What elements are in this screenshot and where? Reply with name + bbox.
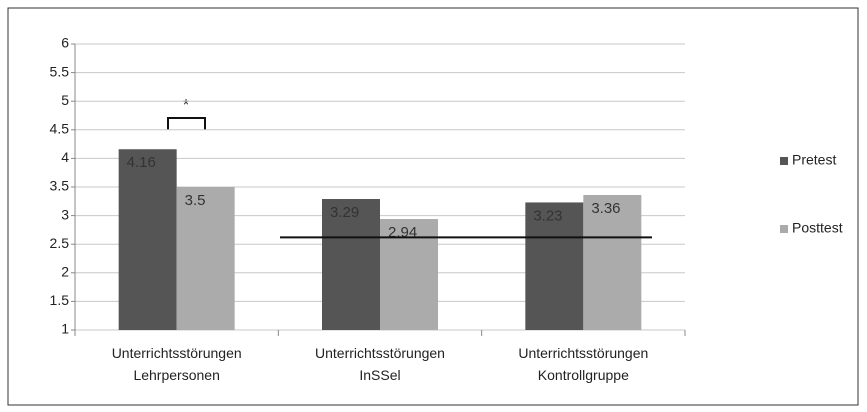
data-label: 3.5 (185, 192, 206, 209)
x-tick-label: Unterrichtsstörungen Kontrollgruppe (518, 345, 648, 383)
significance-bracket (167, 117, 206, 130)
y-tick-label: 6 (61, 35, 69, 51)
x-tick-label-line: Kontrollgruppe (538, 367, 629, 383)
bar (525, 202, 584, 330)
y-tick-label: 2 (61, 264, 69, 280)
data-label: 4.16 (127, 154, 156, 171)
chart-border (7, 7, 859, 406)
x-tick-label-line: InSSel (359, 367, 400, 383)
bar (322, 199, 380, 330)
bar (176, 187, 235, 330)
data-label: 2.94 (388, 224, 417, 241)
y-tick-label: 3.5 (50, 178, 70, 194)
x-tick-label-line: Unterrichtsstörungen (315, 345, 445, 361)
y-tick-label: 2.5 (50, 235, 70, 251)
y-tick-label: 5 (61, 92, 69, 108)
y-tick-label: 1.5 (50, 292, 70, 308)
y-tick-label: 4.5 (50, 121, 70, 137)
bar (583, 195, 642, 330)
legend-label: Pretest (792, 152, 836, 168)
data-label: 3.29 (330, 204, 359, 221)
y-tick-label: 5.5 (50, 63, 70, 79)
y-tick-label: 3 (61, 206, 69, 222)
legend-swatch (780, 157, 788, 165)
y-tick-label: 4 (61, 149, 69, 165)
x-tick-label: Unterrichtsstörungen Lehrpersonen (112, 345, 242, 383)
legend-label: Posttest (792, 220, 843, 236)
x-tick-label: Unterrichtsstörungen InSSel (315, 345, 445, 383)
data-label: 3.23 (533, 207, 562, 224)
y-tick-label: 1 (61, 321, 69, 337)
data-label: 3.36 (591, 200, 620, 217)
x-tick-label-line: Unterrichtsstörungen (112, 345, 242, 361)
x-tick-label-line: Unterrichtsstörungen (518, 345, 648, 361)
x-tick-label-line: Lehrpersonen (133, 367, 219, 383)
significance-star: * (183, 97, 189, 114)
bar (118, 149, 177, 330)
legend-swatch (780, 225, 788, 233)
